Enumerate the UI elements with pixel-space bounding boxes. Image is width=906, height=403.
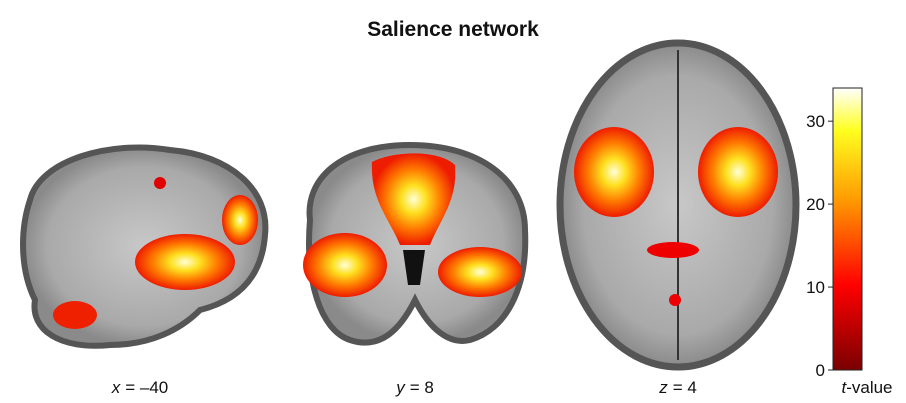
coordinate-value: = 4 [673, 378, 697, 397]
colorbar-label-text: -value [846, 378, 892, 397]
sagittal-slice [23, 147, 265, 345]
colorbar-tick-label: 30 [806, 112, 825, 131]
colorbar [833, 88, 862, 370]
colorbar-label: t-value [841, 378, 892, 397]
slice-label: x= –40 [111, 378, 169, 397]
figure: Salience network 0 10 20 30 x= –40 y= 8 z = 4 t… [0, 0, 906, 403]
coordinate-value: = –40 [125, 378, 168, 397]
coordinate: z [658, 378, 668, 397]
colorbar-tick-label: 10 [806, 278, 825, 297]
coordinate-value: = 8 [410, 378, 434, 397]
slice-label: y= 8 [395, 378, 434, 397]
slice-label: z = 4 [658, 378, 697, 397]
colorbar-tick-label: 0 [816, 361, 825, 380]
title: Salience network [367, 18, 539, 41]
coronal-slice [303, 145, 525, 343]
axial-slice [560, 43, 796, 367]
coordinate: x [111, 378, 121, 397]
colorbar-tick-label: 20 [806, 195, 825, 214]
coordinate: y [395, 378, 406, 397]
